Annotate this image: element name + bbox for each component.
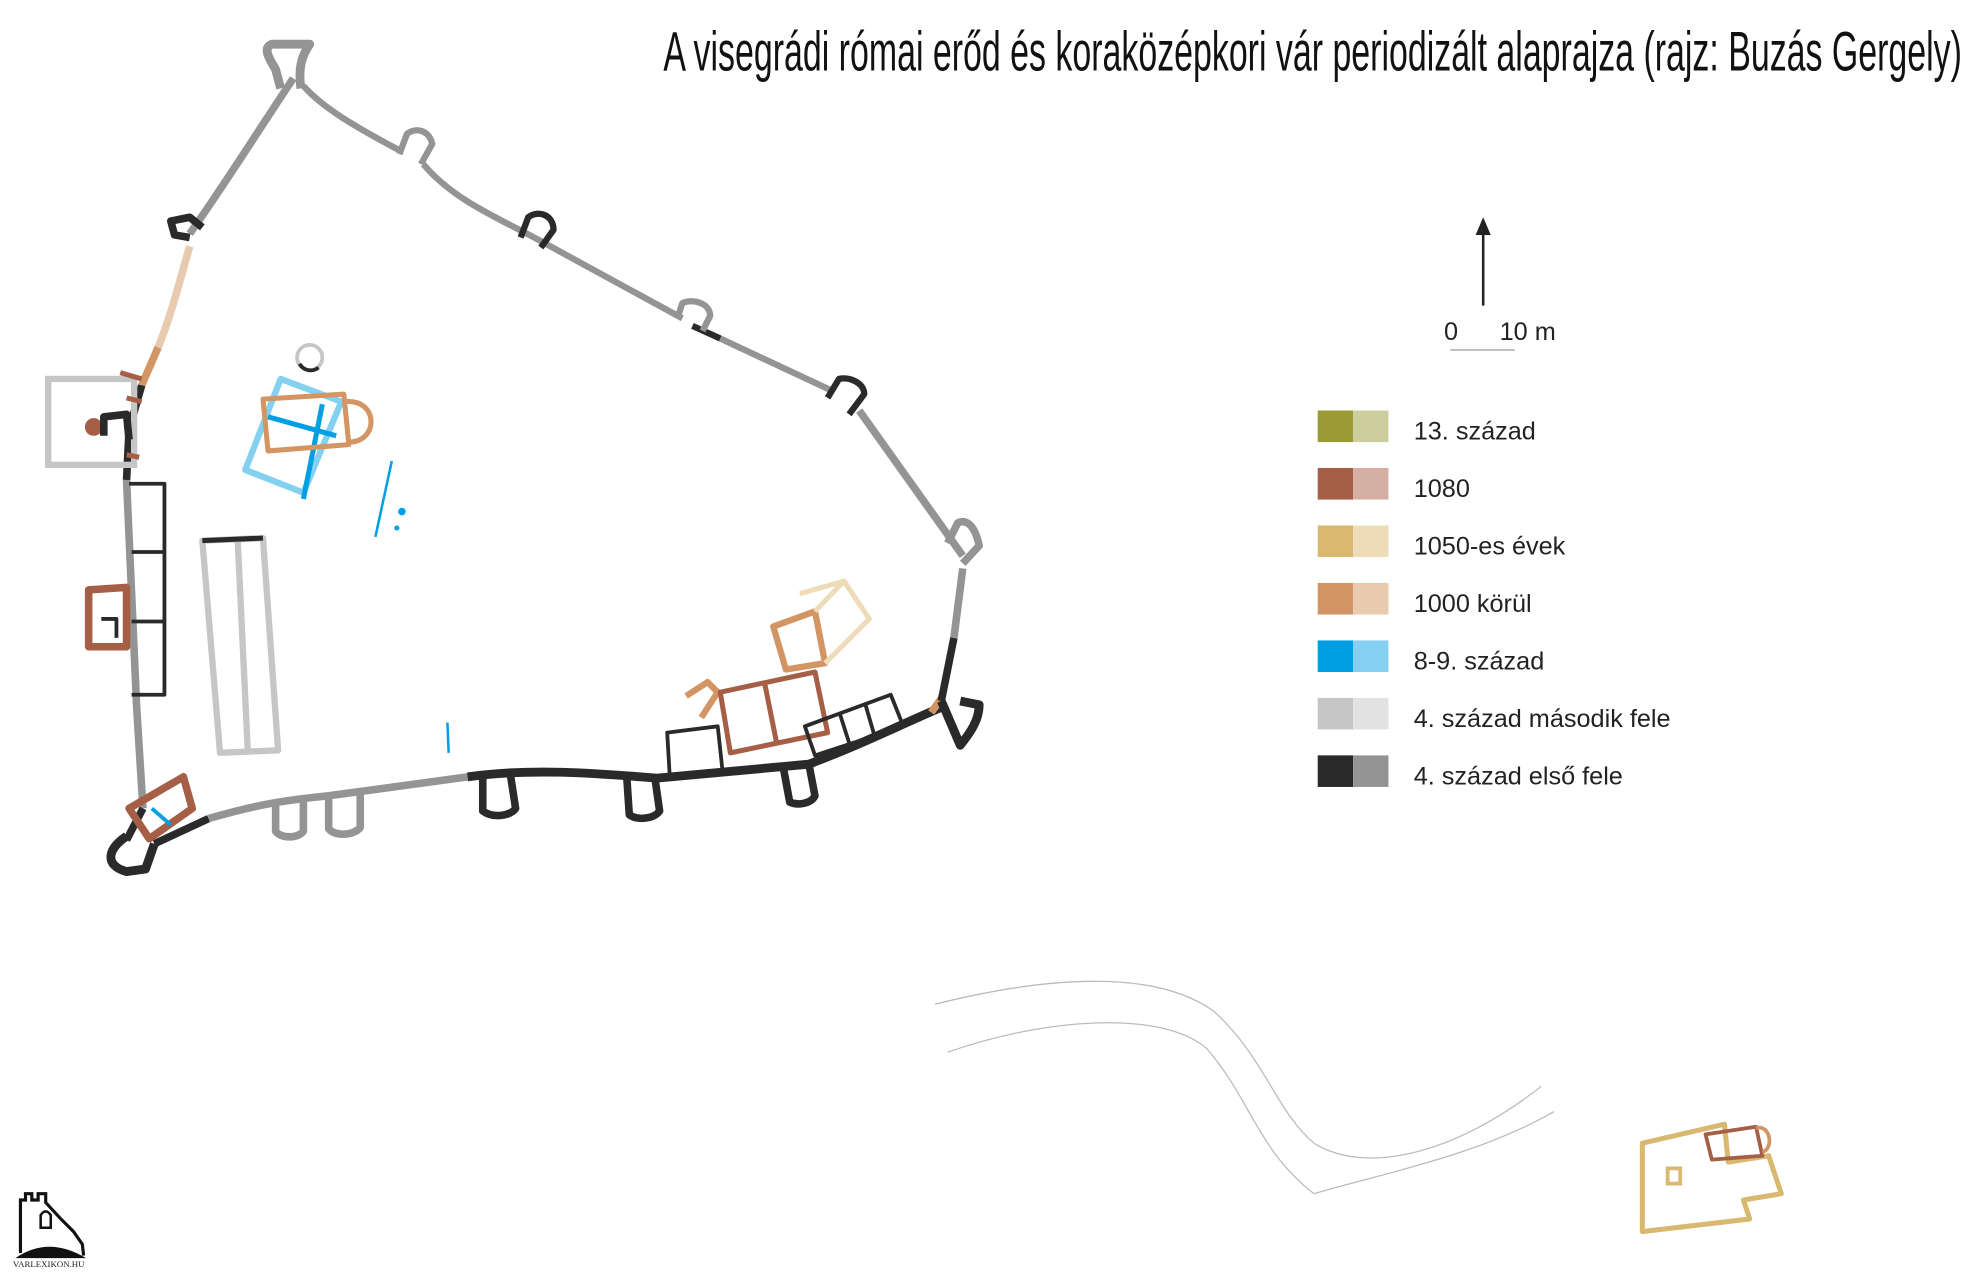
legend-swatch-light — [1353, 755, 1389, 787]
fortress-walls — [106, 39, 984, 876]
legend-swatch-dark — [1317, 755, 1354, 787]
north-arrow-icon — [1475, 217, 1491, 306]
legend-swatch-light — [1353, 582, 1389, 615]
legend-item: 4. század második fele — [1317, 697, 1671, 733]
legend-swatch-light — [1353, 640, 1389, 672]
legend-swatch-dark — [1317, 410, 1354, 443]
legend-swatch-dark — [1317, 468, 1354, 500]
legend-swatch-light — [1353, 468, 1389, 500]
legend-item: 8-9. század — [1317, 640, 1545, 675]
legend-item: 4. század első fele — [1317, 755, 1623, 790]
legend-swatch-light — [1353, 525, 1389, 558]
legend-item: 1050-es évek — [1317, 525, 1566, 561]
scale-bar: 0 10 m — [1444, 318, 1556, 351]
legend-label: 4. század első fele — [1414, 762, 1623, 790]
legend-item: 1080 — [1317, 468, 1470, 503]
legend-label: 1050-es évek — [1414, 533, 1566, 561]
outer-building — [1639, 1121, 1784, 1235]
legend-item: 13. század — [1317, 410, 1536, 446]
page-title: A visegrádi római erőd és koraközépkori … — [663, 21, 1962, 83]
scale-start-label: 0 — [1444, 318, 1458, 346]
interior-structures — [45, 342, 906, 843]
legend-label: 1080 — [1414, 475, 1470, 503]
river-outline — [934, 980, 1555, 1195]
legend-label: 13. század — [1414, 418, 1536, 446]
legend-swatch-dark — [1317, 525, 1354, 558]
varlexikon-logo: VARLEXIKON.HU — [13, 1192, 87, 1269]
legend-swatch-light — [1353, 697, 1389, 730]
scale-end-label: 10 m — [1500, 318, 1556, 346]
legend-swatch-dark — [1317, 640, 1354, 672]
legend-item: 1000 körül — [1317, 582, 1532, 618]
legend-label: 1000 körül — [1414, 590, 1532, 618]
legend: 13. század 1080 1050-es évek 1000 körül 8-9.… — [1317, 410, 1671, 790]
legend-swatch-light — [1353, 410, 1389, 443]
legend-swatch-dark — [1317, 697, 1354, 730]
legend-label: 8-9. század — [1414, 647, 1545, 675]
legend-label: 4. század második fele — [1414, 705, 1671, 733]
logo-text: VARLEXIKON.HU — [13, 1259, 85, 1269]
legend-swatch-dark — [1317, 582, 1354, 615]
